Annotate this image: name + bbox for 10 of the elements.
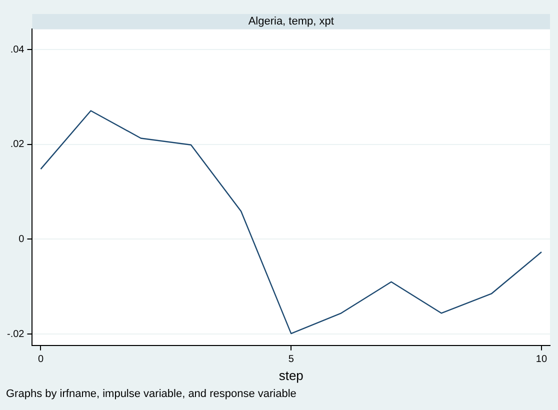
chart-title: Algeria, temp, xpt [248,16,334,28]
x-tick-label: 0 [38,354,44,366]
text: Graphs by irfname, impulse variable, and response variable [6,388,296,400]
y-tick-label: -.02 [6,328,25,340]
y-tick-label: .02 [10,139,25,150]
x-tick-label: 5 [288,354,294,366]
y-tick-label: .04 [10,44,25,56]
x-axis-title: step [278,368,304,383]
y-tick-label: 0 [18,234,25,245]
x-tick-label: 10 [536,354,548,366]
